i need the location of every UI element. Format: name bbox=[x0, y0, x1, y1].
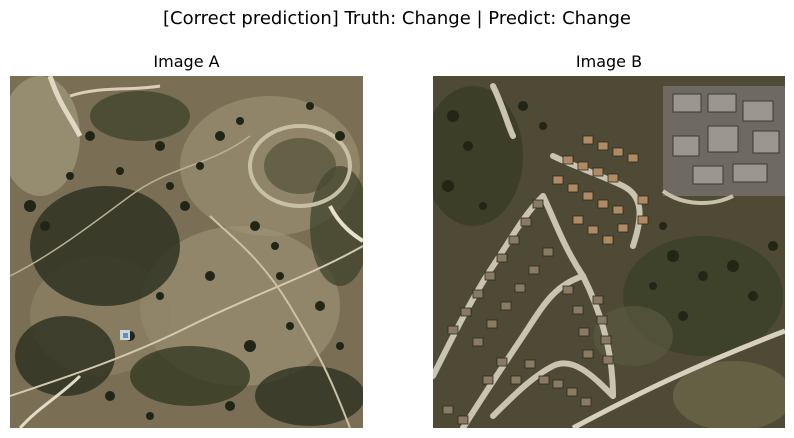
image-b-satellite bbox=[433, 76, 785, 428]
panel-title-image-b: Image B bbox=[575, 52, 643, 71]
figure-suptitle: [Correct prediction] Truth: Change | Pre… bbox=[162, 8, 632, 29]
image-a-graphic bbox=[10, 76, 363, 428]
panel-title-image-a: Image A bbox=[153, 52, 220, 71]
image-a-satellite bbox=[10, 76, 363, 428]
image-b-graphic bbox=[433, 76, 785, 428]
